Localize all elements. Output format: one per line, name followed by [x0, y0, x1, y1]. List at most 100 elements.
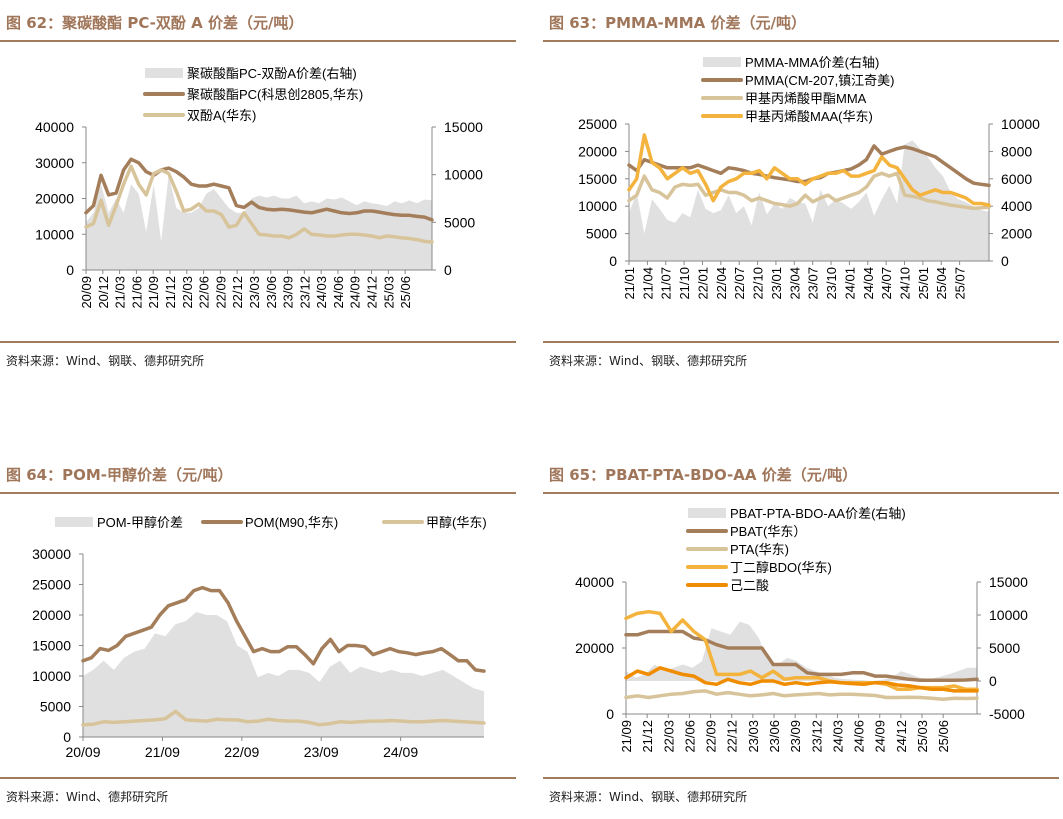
- x-tick-label: 21/12: [640, 720, 655, 753]
- x-tick-label: 22/12: [725, 720, 740, 753]
- legend-label: POM(M90,华东): [245, 515, 338, 530]
- x-tick-label: 23/09: [788, 720, 803, 753]
- x-tick-label: 24/03: [314, 276, 329, 309]
- legend-item: POM-甲醇价差: [55, 515, 183, 530]
- legend-item: 丁二醇BDO(华东): [686, 560, 832, 575]
- x-tick-label: 22/06: [682, 720, 697, 753]
- x-tick-label: 24/10: [898, 267, 913, 300]
- x-tick-label: 23/03: [746, 720, 761, 753]
- legend-label: 双酚A(华东): [187, 108, 256, 123]
- x-tick-label: 21/09: [146, 276, 161, 309]
- x-tick-label: 24/06: [852, 720, 867, 753]
- y-right-tick-label: 8000: [1001, 143, 1032, 159]
- x-tick-label: 22/09: [224, 744, 259, 760]
- x-tick-label: 24/09: [348, 276, 363, 309]
- series-line: [624, 689, 979, 701]
- x-tick-label: 23/12: [297, 276, 312, 309]
- series-line: [81, 585, 486, 673]
- legend-item: 甲基丙烯酸甲酯MMA: [701, 91, 867, 106]
- x-tick-label: 21/03: [113, 276, 128, 309]
- axes: 0 5000 10000 15000 20000 25000 0 2000 4000 6000 80…: [578, 116, 1040, 300]
- x-tick-label: 25/03: [915, 720, 930, 753]
- x-tick-label: 20/09: [79, 276, 94, 309]
- y-tick-label: 20000: [578, 143, 617, 159]
- y-tick-label: 10000: [35, 226, 74, 242]
- legend-label: POM-甲醇价差: [97, 515, 183, 530]
- y-right-tick-label: 5000: [989, 640, 1020, 656]
- x-tick-label: 25/01: [916, 267, 931, 300]
- legend: PMMA-MMA价差(右轴) PMMA(CM-207,镇江奇美) 甲基丙烯酸甲酯MM…: [701, 55, 895, 124]
- x-tick-label: 23/04: [787, 267, 802, 300]
- legend-item: PMMA-MMA价差(右轴): [703, 55, 879, 70]
- y-tick-label: 10000: [578, 198, 617, 214]
- series-line: [627, 171, 991, 211]
- x-tick-label: 23/10: [824, 267, 839, 300]
- y-tick-label: 0: [63, 729, 71, 745]
- legend-label: 甲基丙烯酸MAA(华东): [745, 109, 873, 124]
- chart-pom-methanol: POM-甲醇价差 POM(M90,华东) 甲醇(华东) 0 5000 10000 15000…: [32, 515, 487, 760]
- y-tick-label: 15000: [32, 638, 71, 654]
- axes: 0 10000 20000 30000 40000 0 5000 10000 15000 20/0…: [35, 119, 483, 309]
- legend-swatch-area: [55, 517, 93, 527]
- x-tick-label: 25/04: [934, 267, 949, 300]
- legend-label: 丁二醇BDO(华东): [730, 560, 832, 575]
- title-divider: [0, 40, 516, 42]
- source-note: 资料来源：Wind、钢联、德邦研究所: [6, 354, 205, 368]
- panel-fig65: 图 65：PBAT-PTA-BDO-AA 价差（元/吨） PBAT-PTA-BD…: [543, 452, 1059, 819]
- x-tick-label: 25/03: [381, 276, 396, 309]
- legend-item: PBAT-PTA-BDO-AA价差(右轴): [688, 506, 906, 521]
- x-tick-label: 21/04: [640, 267, 655, 300]
- x-tick-label: 22/03: [180, 276, 195, 309]
- legend-item: PBAT(华东）: [686, 524, 806, 539]
- x-tick-label: 21/10: [677, 267, 692, 300]
- x-tick-label: 23/06: [767, 720, 782, 753]
- x-tick-label: 21/06: [129, 276, 144, 309]
- source-note: 资料来源：Wind、钢联、德邦研究所: [549, 354, 748, 368]
- legend: POM-甲醇价差 POM(M90,华东) 甲醇(华东): [55, 515, 487, 530]
- y-right-tick-label: 15000: [989, 574, 1028, 590]
- y-right-tick-label: 0: [989, 673, 997, 689]
- y-tick-label: 25000: [32, 577, 71, 593]
- legend-swatch-area: [703, 57, 741, 67]
- y-right-tick-label: 10000: [1001, 116, 1040, 132]
- legend-item: 甲基丙烯酸MAA(华东): [701, 109, 873, 124]
- axes: 0 5000 10000 15000 20000 25000 30000 20/09 21/09…: [32, 546, 484, 760]
- y-right-tick-label: 0: [1001, 253, 1009, 269]
- legend-label: 甲基丙烯酸甲酯MMA: [745, 91, 867, 106]
- y-right-tick-label: 5000: [444, 214, 475, 230]
- title-divider: [543, 492, 1059, 494]
- y-tick-label: 20000: [32, 607, 71, 623]
- y-tick-label: 20000: [575, 640, 614, 656]
- legend-swatch-area: [145, 68, 183, 78]
- x-tick-label: 22/12: [230, 276, 245, 309]
- x-tick-label: 21/07: [659, 267, 674, 300]
- y-tick-label: 10000: [32, 668, 71, 684]
- y-right-tick-label: -5000: [989, 706, 1025, 722]
- legend-label: PBAT(华东）: [730, 524, 806, 539]
- legend-item: 聚碳酸酯PC(科思创2805,华东): [143, 87, 363, 102]
- footer-divider: [543, 777, 1059, 779]
- legend-item: POM(M90,华东): [201, 515, 338, 530]
- x-tick-label: 24/12: [894, 720, 909, 753]
- y-tick-label: 25000: [578, 116, 617, 132]
- axes: 0 20000 40000 -5000 0 5000 10000 15000 21/09 21/1…: [575, 574, 1028, 753]
- x-tick-label: 21/01: [622, 267, 637, 300]
- y-tick-label: 5000: [586, 226, 617, 242]
- y-right-tick-label: 4000: [1001, 198, 1032, 214]
- y-right-tick-label: 15000: [444, 119, 483, 135]
- legend-item: 双酚A(华东): [143, 108, 256, 123]
- y-right-tick-label: 10000: [444, 167, 483, 183]
- legend-item: 聚碳酸酯PC-双酚A价差(右轴): [145, 66, 357, 81]
- chart-title: 图 65：PBAT-PTA-BDO-AA 价差（元/吨）: [549, 466, 858, 484]
- title-divider: [0, 492, 516, 494]
- x-tick-label: 24/03: [830, 720, 845, 753]
- legend: PBAT-PTA-BDO-AA价差(右轴) PBAT(华东） PTA(华东) 丁二醇B…: [686, 506, 906, 593]
- chart-title: 图 62：聚碳酸酯 PC-双酚 A 价差（元/吨）: [6, 14, 304, 32]
- chart-title: 图 63：PMMA-MMA 价差（元/吨）: [549, 14, 806, 32]
- series-line: [624, 666, 979, 693]
- y-right-tick-label: 6000: [1001, 171, 1032, 187]
- legend-label: PBAT-PTA-BDO-AA价差(右轴): [730, 506, 906, 521]
- x-tick-label: 25/06: [398, 276, 413, 309]
- legend-label: PMMA(CM-207,镇江奇美): [745, 73, 895, 88]
- series-line: [627, 133, 991, 207]
